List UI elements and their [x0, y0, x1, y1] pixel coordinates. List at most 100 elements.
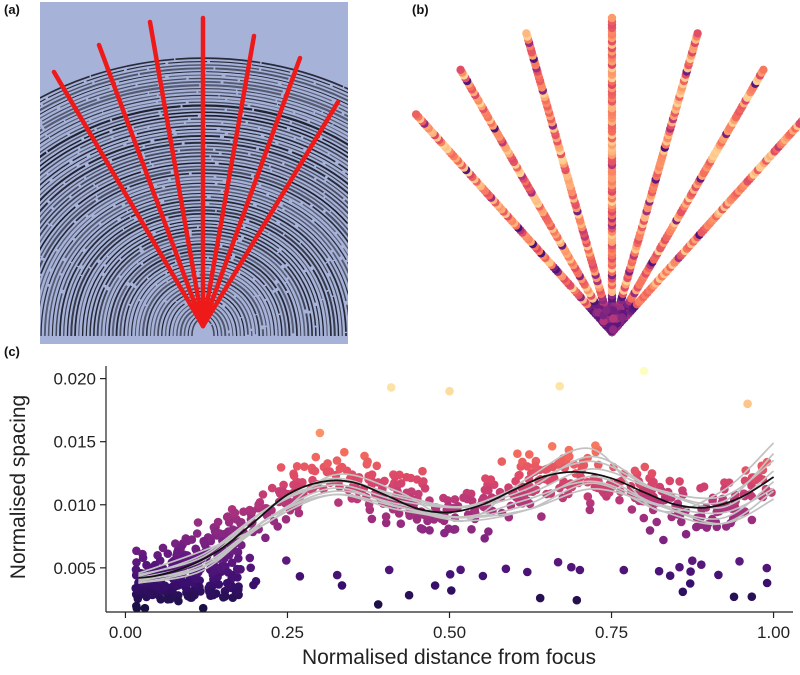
- x-tick-label: 0.25: [271, 623, 304, 642]
- y-tick-label: 0.010: [53, 496, 96, 515]
- scatter-point: [268, 484, 277, 493]
- scatter-point: [620, 566, 629, 575]
- scatter-point: [193, 529, 202, 538]
- scatter-point: [282, 515, 291, 524]
- scatter-point: [536, 594, 545, 603]
- scatter-point: [246, 564, 255, 573]
- scatter-point: [567, 563, 576, 572]
- scatter-point: [675, 477, 684, 486]
- scatter-point: [431, 581, 440, 590]
- scatter-point: [199, 537, 208, 546]
- scatter-point: [484, 486, 493, 495]
- scatter-point: [763, 579, 772, 588]
- scatter-point: [194, 518, 203, 527]
- scatter-point: [641, 463, 650, 472]
- focus-point: [602, 306, 610, 314]
- scatter-point: [513, 449, 522, 458]
- ray-point: [412, 110, 420, 118]
- scatter-point: [418, 467, 427, 476]
- focus-point: [618, 313, 626, 321]
- scatter-point: [212, 527, 221, 536]
- scatter-point: [688, 556, 697, 565]
- scatter-point: [484, 527, 493, 536]
- y-axis-title: Normalised spacing: [7, 395, 30, 579]
- y-tick-label: 0.020: [53, 370, 96, 389]
- scatter-point: [646, 526, 655, 535]
- scatter-point: [387, 383, 396, 392]
- scatter-point: [333, 571, 342, 580]
- scatter-point: [631, 467, 640, 476]
- scatter-point: [316, 429, 325, 438]
- scatter-point: [459, 493, 468, 502]
- scatter-point: [700, 482, 709, 491]
- scatter-point: [159, 544, 168, 553]
- scatter-point: [628, 505, 637, 514]
- scatter-point: [615, 496, 624, 505]
- scatter-point: [417, 524, 426, 533]
- x-tick-label: 0.75: [595, 623, 628, 642]
- scatter-point: [421, 484, 430, 493]
- scatter-point: [172, 581, 181, 590]
- scatter-point: [741, 466, 750, 475]
- scatter-point: [234, 554, 243, 563]
- scatter-point: [363, 457, 372, 466]
- scatter-point: [537, 512, 546, 521]
- scatter-point: [296, 572, 305, 581]
- scatter-point: [679, 588, 688, 597]
- scatter-point: [132, 602, 141, 611]
- scatter-point: [214, 518, 223, 527]
- y-tick-label: 0.015: [53, 433, 96, 452]
- scatter-point: [405, 591, 414, 600]
- scatter-point: [134, 595, 143, 604]
- scatter-point: [338, 581, 347, 590]
- panel-a-label: (a): [4, 2, 20, 17]
- scatter-point: [649, 478, 658, 487]
- scatter-point: [763, 564, 772, 573]
- focus-point: [609, 314, 617, 322]
- fingerprint-scan-panel: [0, 2, 504, 344]
- scatter-point: [225, 581, 234, 590]
- scatter-point: [502, 565, 511, 574]
- scatter-point: [223, 512, 232, 521]
- scatter-points: [131, 367, 775, 613]
- scatter-point: [686, 567, 695, 576]
- scatter-point: [368, 515, 377, 524]
- scatter-point: [479, 572, 488, 581]
- scatter-point: [523, 568, 532, 577]
- scatter-point: [234, 585, 243, 594]
- scatter-point: [397, 519, 406, 528]
- ray-point: [456, 66, 464, 74]
- scatter-point: [440, 529, 449, 538]
- scatter-point: [446, 570, 455, 579]
- y-axis-ticks: 0.005 0.010 0.015 0.020: [53, 370, 106, 578]
- scatter-point: [682, 530, 691, 539]
- scatter-point: [145, 589, 154, 598]
- scatter-point: [451, 495, 460, 504]
- scatter-point: [333, 456, 342, 465]
- scatter-point: [714, 571, 723, 580]
- scatter-point: [675, 563, 684, 572]
- scatter-point: [373, 462, 382, 471]
- scatter-point: [254, 500, 263, 509]
- y-tick-label: 0.005: [53, 559, 96, 578]
- ray-point: [693, 29, 701, 37]
- scatter-point: [548, 442, 557, 451]
- scatter-point: [523, 462, 532, 471]
- scatter-point: [730, 593, 739, 602]
- scatter-point: [187, 593, 196, 602]
- scatter-point: [652, 518, 661, 527]
- scatter-point: [246, 554, 255, 563]
- scatter-point: [525, 450, 534, 459]
- ray-point: [522, 29, 530, 37]
- scatter-point: [156, 556, 165, 565]
- scatter-point: [248, 507, 257, 516]
- scatter-point: [261, 534, 270, 543]
- scatter-point: [735, 557, 744, 566]
- scatter-point: [748, 592, 757, 601]
- scatter-point: [555, 382, 564, 391]
- scatter-point: [584, 492, 593, 501]
- x-tick-label: 1.00: [757, 623, 790, 642]
- scatter-point: [640, 367, 649, 376]
